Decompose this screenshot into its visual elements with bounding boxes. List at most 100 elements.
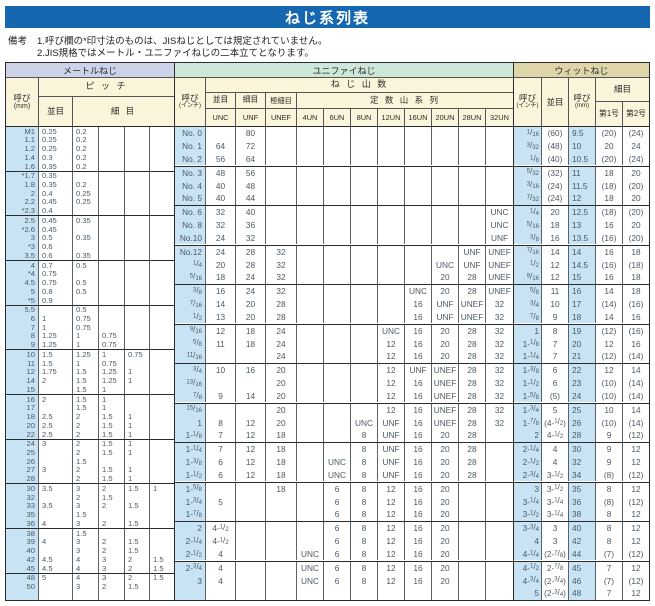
cell: (16) <box>596 258 623 272</box>
cell <box>150 162 174 171</box>
cell <box>206 403 236 417</box>
cell <box>125 278 150 288</box>
cell: 3 <box>542 534 569 548</box>
cell: UNEF <box>459 297 486 311</box>
cell: No. 0 <box>175 127 206 140</box>
cell: 13.5 <box>569 231 596 245</box>
row-group: 2.5 0.45 0.35 *2.6 0.45 3 0.5 0.35 *3 0.6 3.5 0.6 0.… <box>6 215 174 261</box>
cell: 18 <box>236 324 266 338</box>
cell: 1.75 <box>39 367 73 377</box>
cell: 0.25 <box>39 127 73 136</box>
cell: 12 <box>378 337 405 351</box>
cell <box>266 166 297 180</box>
cell <box>73 225 99 234</box>
cell <box>266 534 297 548</box>
cell: 8 <box>351 547 378 561</box>
cell <box>125 340 150 350</box>
cell: 20 <box>432 429 459 442</box>
cell: (10) <box>596 376 623 390</box>
cell: 11/16 <box>175 350 206 363</box>
cell: 1.5 <box>39 359 73 368</box>
cell: 16 <box>405 350 432 363</box>
cell: 32 <box>569 455 596 469</box>
cell <box>99 278 125 288</box>
cell: 0.25 <box>39 135 73 145</box>
cell: 4- 1/2 <box>206 534 236 548</box>
cell: 28 <box>459 403 486 417</box>
cell: 2- 1/4 <box>514 443 542 456</box>
cell: 5.5 <box>6 305 39 315</box>
cell: 32 <box>266 258 297 272</box>
cell <box>459 206 486 219</box>
cell: 28 <box>266 310 297 324</box>
row-group: 10 1.5 1.25 1 0.75 11 1.5 1 0.75 12 1.75 1.5 1.25 1 14… <box>6 349 174 395</box>
cell <box>459 574 486 588</box>
cell: 20 <box>432 324 459 338</box>
cell: 1/8 <box>514 152 542 166</box>
cell <box>236 482 266 496</box>
cell <box>236 350 266 363</box>
cell: 4- 3/4 <box>514 574 542 588</box>
cell: 16 <box>569 285 596 298</box>
cell <box>150 234 174 243</box>
cell <box>266 547 297 561</box>
cell: M1 <box>6 127 39 136</box>
cell <box>39 305 73 315</box>
cell: No. 6 <box>175 206 206 219</box>
cell: 4.5 <box>39 555 73 564</box>
cell: 20 <box>542 206 569 219</box>
cell: 24 <box>206 231 236 245</box>
cell: 28 <box>459 389 486 403</box>
cell: UNC <box>297 561 324 575</box>
cell: 32 <box>206 206 236 219</box>
cell: 28 <box>459 416 486 430</box>
cell: 16 <box>405 522 432 535</box>
cell: 8 <box>351 508 378 521</box>
cell: 0.75 <box>39 269 73 279</box>
cell: 1 <box>99 385 125 395</box>
cell <box>236 495 266 509</box>
cell: 28 <box>236 245 266 259</box>
cell: 0.9 <box>39 295 73 305</box>
cell <box>432 587 459 600</box>
unified-section-title: ユニファイねじ <box>175 63 513 78</box>
cell: 11.5 <box>569 179 596 193</box>
cell: 44 <box>236 192 266 205</box>
cell <box>405 245 432 259</box>
cell <box>125 242 150 252</box>
cell <box>125 403 150 413</box>
row-group: 24 3 2 1.5 1 25 2 1.5 1 26 1.5 27 3 2 1.5 1 28 2 1.5 1 <box>6 438 174 484</box>
cell: 15/16 <box>175 403 206 417</box>
cell: 17 <box>6 403 39 413</box>
cell: 3 <box>542 522 569 535</box>
row-group: 2 4- 1/2 6 8 12 16 20 2- 1/4 4- 1/2 6 8 12 16 20 2- 1/2 4 UN… <box>175 521 513 561</box>
unified-call-header: 呼び (インチ) <box>175 78 206 126</box>
cell: 8 <box>351 574 378 588</box>
cell <box>405 127 432 140</box>
cell: 0.35 <box>39 180 73 190</box>
cell: 0.75 <box>73 314 99 324</box>
cell <box>459 587 486 600</box>
cell <box>459 561 486 575</box>
cell <box>266 574 297 588</box>
row-group: 3- 3/4 3 40 8 12 4 3 42 8 12 4- 1/4 (2- 7/8) 44 (7) (12) <box>514 521 649 561</box>
whitworth-header: 呼び (インチ) 並目 呼び (mm) 細目 第1号 第2号 <box>514 78 649 127</box>
cell: 20 <box>432 285 459 298</box>
cell <box>150 440 174 449</box>
cell: 1/2 <box>514 258 542 272</box>
cell: (16) <box>596 231 623 245</box>
cell: 0.35 <box>39 161 73 171</box>
whitworth-fine-no2-header: 第2号 <box>626 108 646 118</box>
cell: UNF <box>459 245 486 259</box>
cell <box>378 166 405 180</box>
cell: 1- 5/8 <box>514 389 542 403</box>
cell: 1.5 <box>99 412 125 422</box>
cell: 2 <box>125 573 150 583</box>
cell <box>236 403 266 417</box>
cell: 23 <box>569 376 596 390</box>
cell <box>486 508 513 521</box>
cell: 1- 3/4 <box>514 403 542 417</box>
cell <box>99 216 125 226</box>
cell: No. 3 <box>175 166 206 180</box>
cell: 0.35 <box>39 171 73 181</box>
